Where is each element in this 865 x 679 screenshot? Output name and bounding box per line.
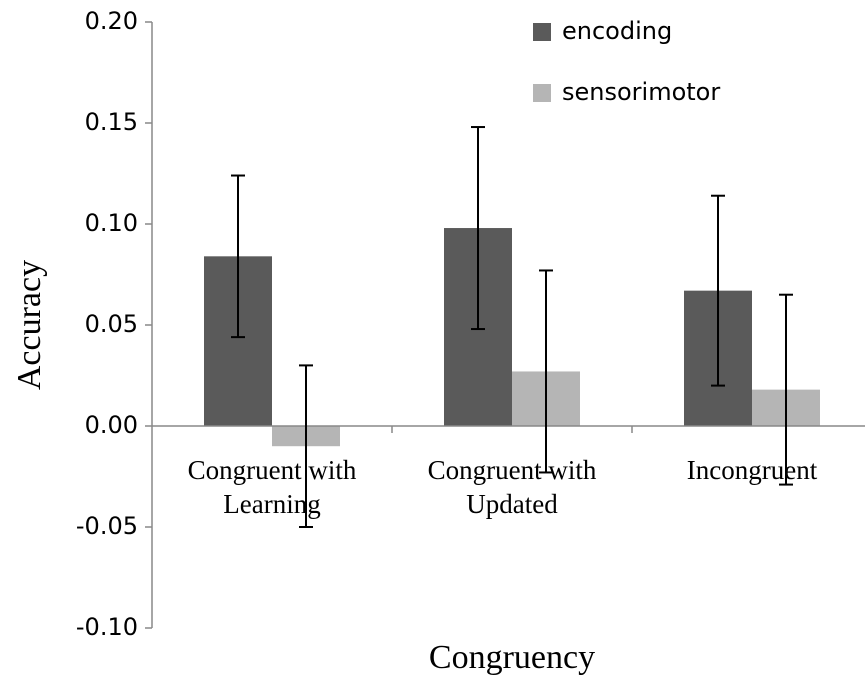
y-axis-label: Accuracy <box>11 260 48 390</box>
legend-label: sensorimotor <box>562 78 720 106</box>
y-tick-label: 0.10 <box>85 209 138 237</box>
error-bar <box>539 269 553 474</box>
y-tick-label: 0.05 <box>85 310 138 338</box>
y-tick-label: -0.05 <box>76 512 138 540</box>
error-bar <box>231 174 245 339</box>
error-bar <box>711 194 725 387</box>
y-tick-label: -0.10 <box>76 613 138 641</box>
legend-label: encoding <box>562 17 672 45</box>
error-bar <box>779 293 793 486</box>
x-tick-label: Incongruent <box>686 455 818 485</box>
error-bar <box>299 364 313 528</box>
y-tick-label: 0.20 <box>85 7 138 35</box>
legend-swatch <box>533 84 551 102</box>
error-bar <box>471 126 485 331</box>
y-tick-label: 0.15 <box>85 108 138 136</box>
y-tick-label: 0.00 <box>85 411 138 439</box>
x-tick-label: Congruent with Learning <box>187 455 357 519</box>
x-tick-label: Congruent with Updated <box>427 455 597 519</box>
legend-swatch <box>533 23 551 41</box>
x-axis-label: Congruency <box>429 639 595 676</box>
